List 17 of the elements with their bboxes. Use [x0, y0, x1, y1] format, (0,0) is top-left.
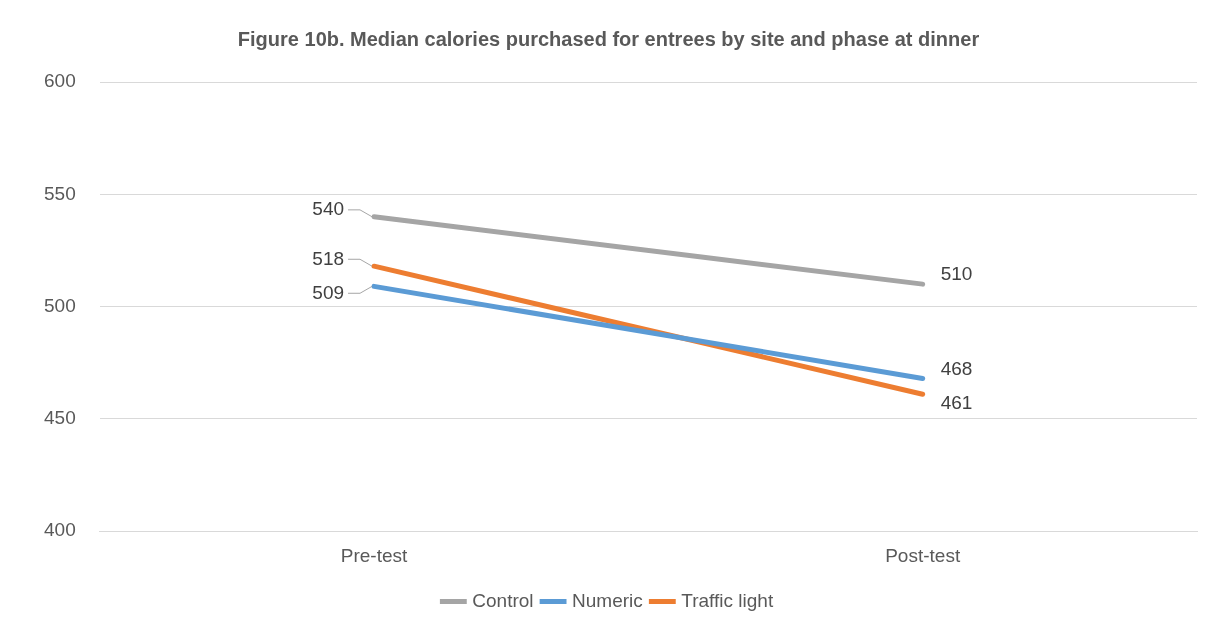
data-label: 510: [940, 263, 973, 285]
data-label: 461: [940, 391, 973, 413]
legend-label: Traffic light: [681, 589, 774, 611]
y-tick-label: 500: [44, 294, 76, 316]
legend-label: Control: [472, 589, 534, 611]
y-tick-label: 550: [44, 182, 76, 204]
y-tick-label: 400: [44, 519, 76, 541]
chart-title: Figure 10b. Median calories purchased for entrees by site and phase at dinner: [237, 27, 980, 50]
data-label: 518: [312, 247, 345, 269]
y-tick-label: 450: [44, 407, 76, 429]
y-tick-label: 600: [44, 70, 76, 92]
data-label: 540: [312, 198, 345, 220]
legend-label: Numeric: [572, 589, 643, 611]
data-label: 509: [312, 281, 345, 303]
data-label: 468: [940, 357, 973, 379]
x-tick-label: Post-test: [885, 544, 961, 566]
x-tick-label: Pre-test: [340, 544, 408, 566]
